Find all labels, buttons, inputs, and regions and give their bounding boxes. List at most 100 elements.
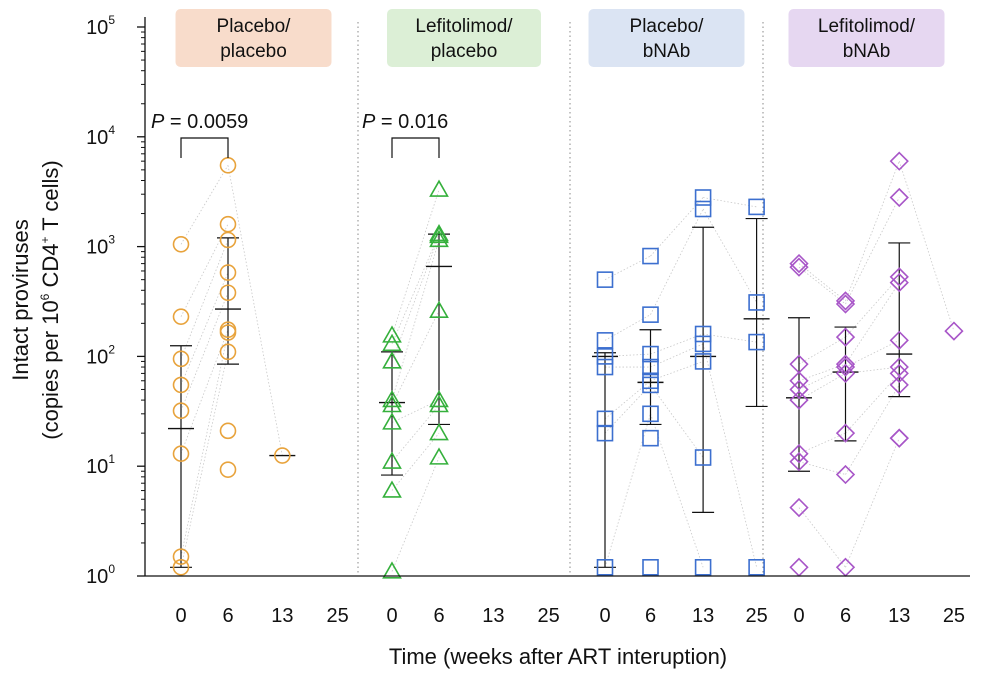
data-point	[789, 371, 809, 391]
data-point	[382, 451, 402, 469]
data-point	[596, 559, 614, 576]
connector-line	[845, 373, 900, 434]
panel-label-line1: Placebo/	[630, 16, 705, 37]
connector-line	[798, 363, 846, 382]
x-tick-label: 0	[386, 605, 397, 627]
data-point	[748, 333, 765, 351]
connector-line	[845, 282, 900, 365]
data-point	[694, 353, 712, 370]
data-point	[429, 179, 449, 197]
data-point	[219, 284, 237, 302]
connector-line	[845, 161, 900, 302]
data-point	[172, 376, 190, 394]
data-point	[219, 422, 237, 440]
connector-line	[798, 366, 846, 390]
x-tick-label: 25	[326, 605, 348, 627]
connector-line	[180, 165, 229, 245]
data-point	[789, 557, 809, 577]
connector-line	[702, 208, 757, 303]
panel-label-line1: Placebo/	[217, 16, 292, 37]
data-point	[889, 330, 909, 350]
data-point	[172, 350, 190, 368]
data-point	[944, 321, 964, 341]
connector-line	[391, 189, 440, 336]
data-point	[172, 402, 190, 420]
connector-line	[650, 413, 704, 568]
data-point	[889, 151, 909, 171]
data-point	[889, 363, 909, 384]
data-point	[219, 461, 237, 478]
y-tick-label: 100	[86, 562, 115, 588]
data-point	[789, 452, 809, 472]
data-point	[219, 343, 237, 361]
data-point	[642, 559, 659, 576]
connector-line	[650, 343, 704, 368]
connector-line	[180, 292, 229, 411]
x-tick-label: 6	[840, 605, 851, 627]
data-point	[429, 223, 449, 242]
connector-line	[391, 310, 440, 406]
data-point	[889, 267, 909, 287]
y-tick-label: 105	[86, 13, 115, 39]
data-point	[642, 247, 659, 265]
data-point	[789, 390, 809, 410]
connector-line	[650, 208, 704, 315]
data-point	[889, 428, 909, 448]
connector-line	[180, 272, 229, 386]
data-point	[889, 187, 909, 208]
data-point	[596, 348, 614, 365]
data-point	[835, 354, 856, 374]
x-tick-label: 13	[482, 605, 504, 627]
connector-line	[180, 329, 229, 454]
connector-line	[227, 165, 283, 456]
connector-line	[845, 384, 900, 475]
connector-line	[798, 266, 846, 305]
data-point	[382, 325, 402, 343]
x-tick-label: 6	[433, 605, 444, 627]
data-point	[694, 189, 712, 206]
data-point	[789, 257, 809, 277]
data-point	[172, 445, 190, 462]
connector-line	[180, 332, 229, 557]
panel-label-line2: bNAb	[643, 41, 691, 62]
x-tick-label: 25	[537, 605, 559, 627]
pvalue-bracket	[391, 137, 440, 158]
x-tick-label: 13	[692, 605, 714, 627]
data-point	[172, 559, 190, 576]
data-point	[219, 324, 237, 341]
data-point	[219, 231, 237, 249]
data-point	[219, 264, 237, 281]
data-point	[748, 198, 765, 216]
data-point	[172, 308, 190, 325]
data-point	[748, 294, 765, 311]
data-point	[382, 389, 402, 408]
panel-label-box	[788, 9, 945, 67]
data-point	[429, 300, 449, 319]
connector-line	[391, 239, 440, 401]
data-point	[382, 412, 402, 430]
x-tick-label: 6	[645, 605, 656, 627]
connector-line	[180, 239, 229, 359]
data-point	[429, 447, 449, 465]
data-point	[642, 345, 659, 363]
data-point	[642, 376, 659, 394]
data-point	[789, 379, 809, 400]
data-point	[429, 423, 449, 441]
data-point	[642, 429, 659, 447]
data-point	[694, 325, 712, 343]
y-tick-label: 104	[86, 123, 115, 149]
y-axis-title-line2: (copies per 106 CD4+ T cells)	[38, 160, 63, 439]
data-point	[429, 395, 449, 413]
data-point	[889, 272, 909, 293]
data-point	[642, 306, 659, 323]
data-point	[274, 447, 291, 464]
data-point	[596, 358, 614, 376]
connector-line	[845, 339, 900, 368]
connector-line	[650, 384, 704, 458]
connector-line	[798, 461, 846, 475]
data-point	[835, 291, 856, 311]
connector-line	[650, 333, 704, 355]
data-point	[789, 253, 809, 274]
panel-label-box	[588, 9, 745, 67]
data-point	[596, 424, 614, 442]
